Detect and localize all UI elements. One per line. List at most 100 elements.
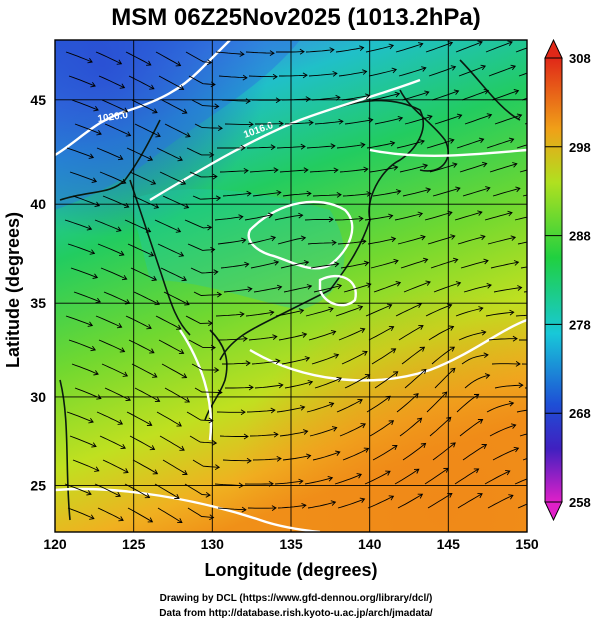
streamline-arrow [331, 239, 337, 246]
streamline [484, 212, 513, 221]
streamline [161, 99, 188, 114]
streamline-arrow [327, 475, 334, 482]
streamline [374, 371, 398, 389]
streamline-arrow [125, 131, 132, 137]
streamline [132, 459, 158, 475]
streamline [192, 459, 220, 468]
streamline [491, 90, 519, 101]
streamline [162, 195, 189, 209]
streamline [517, 241, 527, 245]
streamline [398, 67, 426, 77]
streamline-arrow [541, 406, 545, 411]
y-tick-label: 40 [30, 196, 46, 212]
streamline-arrow [244, 261, 250, 268]
streamline-arrow [217, 125, 223, 131]
streamline [277, 237, 306, 245]
streamline-arrow [538, 212, 543, 217]
streamline [96, 147, 123, 160]
streamline [426, 139, 454, 149]
streamline-arrow [446, 416, 452, 422]
streamline-arrow [443, 467, 449, 473]
streamline [340, 262, 369, 269]
streamline-arrow [152, 469, 159, 475]
streamline [307, 242, 337, 245]
streamline [186, 147, 214, 156]
streamline [187, 243, 215, 251]
streamline-arrow [358, 215, 364, 222]
streamline-arrow [331, 426, 338, 432]
streamline [516, 409, 527, 413]
streamline-arrow [507, 40, 513, 46]
streamline-arrow [508, 400, 515, 407]
streamline [131, 99, 158, 114]
streamline [72, 459, 99, 472]
streamline-arrow [208, 417, 214, 424]
streamline-arrow [456, 113, 463, 120]
streamline-arrow [455, 281, 462, 287]
streamline-arrow [182, 469, 188, 475]
streamline-arrow [238, 482, 244, 489]
streamline-arrow [512, 162, 518, 168]
streamline [427, 235, 455, 245]
streamline-arrow [213, 269, 219, 276]
streamline [401, 91, 429, 101]
streamline [428, 66, 456, 77]
streamline-arrow [210, 81, 216, 88]
streamline [162, 459, 188, 475]
streamline-arrow [301, 332, 308, 338]
streamline-arrow [390, 348, 397, 354]
streamline-arrow [155, 132, 161, 138]
streamline [489, 163, 517, 173]
streamline-arrow [217, 389, 223, 396]
streamline [519, 169, 527, 173]
streamline-arrow [272, 334, 278, 340]
streamline [193, 291, 222, 296]
streamline [399, 417, 422, 437]
streamline-arrow [330, 329, 337, 336]
streamline-arrow [271, 505, 277, 511]
streamline-arrow [450, 367, 456, 373]
streamline [432, 442, 456, 461]
streamline [456, 394, 479, 413]
streamline-arrow [518, 382, 524, 389]
streamline [313, 285, 342, 293]
streamline-arrow [447, 210, 453, 217]
streamline-arrow [240, 145, 246, 151]
streamline-arrow [270, 407, 276, 414]
streamline [66, 147, 94, 159]
streamline [218, 75, 247, 79]
streamline [464, 114, 492, 125]
streamline [341, 351, 368, 365]
streamline-arrow [149, 348, 155, 354]
streamline-arrow [477, 210, 483, 216]
streamline [519, 433, 527, 437]
streamline-arrow [485, 186, 491, 192]
streamline-arrow [144, 493, 151, 499]
streamline-arrow [270, 144, 276, 151]
streamline-arrow [115, 491, 121, 498]
streamline-arrow [427, 114, 433, 121]
streamline [456, 138, 484, 149]
streamline-arrow [88, 153, 95, 159]
streamline [369, 166, 398, 173]
streamline [338, 328, 365, 341]
streamline [100, 267, 127, 280]
streamline-arrow [239, 51, 245, 57]
cold-band [55, 40, 300, 210]
streamline [516, 144, 527, 149]
streamline [99, 171, 126, 184]
streamline-arrow [183, 203, 190, 209]
streamline [425, 42, 453, 53]
streamline [395, 43, 423, 53]
streamline [185, 51, 212, 64]
streamline [314, 377, 342, 389]
streamline [402, 188, 431, 197]
x-axis-ticks: 120 125 130 135 140 145 150 [43, 536, 539, 552]
streamline-arrow [121, 274, 128, 281]
streamline-arrow [245, 98, 251, 104]
plot-area: 1020.0 1016.0 [55, 40, 545, 532]
y-axis-label: Latitude (degrees) [3, 212, 23, 368]
streamline [74, 123, 102, 135]
streamline-arrow [394, 91, 401, 98]
streamline [102, 459, 129, 473]
